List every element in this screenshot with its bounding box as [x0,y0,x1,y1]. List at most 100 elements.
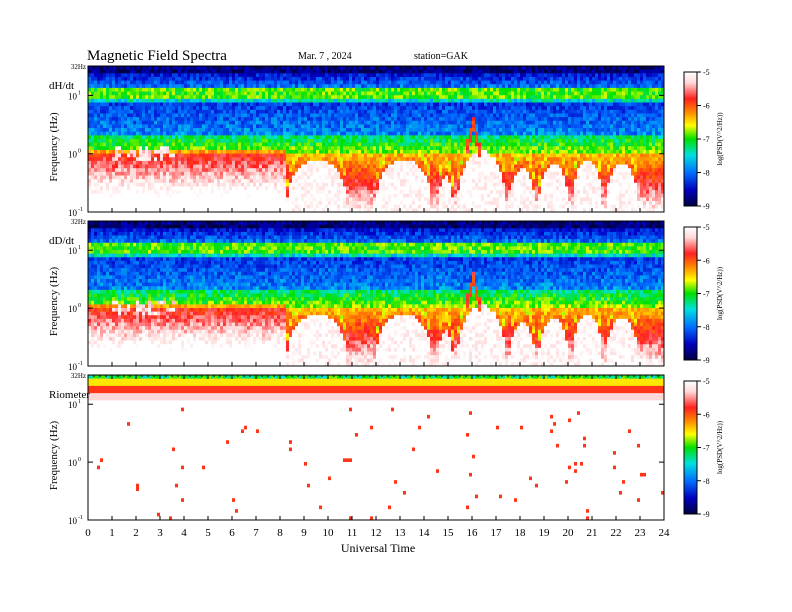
heatmap-cell [130,87,134,92]
heatmap-cell [286,168,290,173]
heatmap-cell [289,171,293,176]
heatmap-cell [292,109,296,114]
heatmap-cell [253,131,257,136]
heatmap-cell [244,186,248,191]
heatmap-cell [454,128,458,133]
heatmap-cell [397,197,401,202]
heatmap-cell [304,124,308,129]
heatmap-cell [355,135,359,140]
heatmap-cell [343,135,347,140]
heatmap-cell [118,182,122,187]
heatmap-cell [310,157,314,162]
heatmap-cell [157,98,161,103]
heatmap-cell [433,120,437,125]
heatmap-cell [328,182,332,187]
heatmap-cell [226,76,230,81]
heatmap-cell [376,106,380,111]
heatmap-cell [370,164,374,169]
heatmap-cell [310,113,314,118]
heatmap-cell [211,91,215,96]
heatmap-cell [397,120,401,125]
heatmap-cell [142,186,146,191]
heatmap-cell [427,193,431,198]
heatmap-cell [379,146,383,151]
heatmap-cell [364,146,368,151]
heatmap-cell [340,102,344,107]
heatmap-cell [226,193,230,198]
heatmap-cell [442,186,446,191]
heatmap-cell [433,128,437,133]
heatmap-cell [385,171,389,176]
heatmap-cell [310,124,314,129]
heatmap-cell [193,160,197,165]
heatmap-cell [439,149,443,154]
heatmap-cell [280,135,284,140]
heatmap-cell [100,182,104,187]
heatmap-cell [349,66,353,71]
heatmap-cell [319,80,323,85]
heatmap-cell [343,197,347,202]
heatmap-cell [169,106,173,111]
heatmap-cell [148,124,152,129]
heatmap-cell [352,102,356,107]
heatmap-cell [370,109,374,114]
heatmap-cell [460,80,464,85]
heatmap-cell [361,149,365,154]
heatmap-cell [400,135,404,140]
heatmap-cell [412,106,416,111]
heatmap-cell [226,175,230,180]
heatmap-cell [277,66,281,71]
heatmap-cell [178,171,182,176]
heatmap-cell [421,98,425,103]
heatmap-cell [418,164,422,169]
heatmap-cell [289,179,293,184]
heatmap-cell [148,69,152,74]
heatmap-cell [412,175,416,180]
heatmap-cell [193,186,197,191]
heatmap-cell [199,139,203,144]
heatmap-cell [181,69,185,74]
heatmap-cell [388,102,392,107]
heatmap-cell [256,102,260,107]
heatmap-cell [259,149,263,154]
heatmap-cell [286,149,290,154]
heatmap-cell [418,190,422,195]
heatmap-cell [310,106,314,111]
heatmap-cell [88,98,92,103]
heatmap-cell [448,153,452,158]
heatmap-cell [145,182,149,187]
heatmap-cell [184,190,188,195]
heatmap-cell [376,135,380,140]
heatmap-cell [88,197,92,202]
heatmap-cell [109,109,113,114]
heatmap-cell [148,208,152,213]
heatmap-cell [196,120,200,125]
heatmap-cell [217,157,221,162]
heatmap-cell [364,197,368,202]
heatmap-cell [337,201,341,206]
heatmap-cell [424,113,428,118]
heatmap-cell [211,106,215,111]
heatmap-cell [280,98,284,103]
heatmap-cell [166,131,170,136]
heatmap-cell [211,153,215,158]
heatmap-cell [403,182,407,187]
heatmap-cell [421,102,425,107]
heatmap-cell [100,193,104,198]
heatmap-cell [421,193,425,198]
heatmap-cell [103,84,107,89]
heatmap-cell [412,66,416,71]
heatmap-cell [232,153,236,158]
heatmap-cell [271,109,275,114]
heatmap-cell [169,153,173,158]
heatmap-cell [310,179,314,184]
heatmap-cell [301,73,305,78]
heatmap-cell [136,197,140,202]
heatmap-cell [352,208,356,213]
heatmap-cell [94,146,98,151]
heatmap-cell [313,131,317,136]
heatmap-cell [130,128,134,133]
heatmap-cell [94,168,98,173]
heatmap-cell [397,168,401,173]
heatmap-cell [118,135,122,140]
